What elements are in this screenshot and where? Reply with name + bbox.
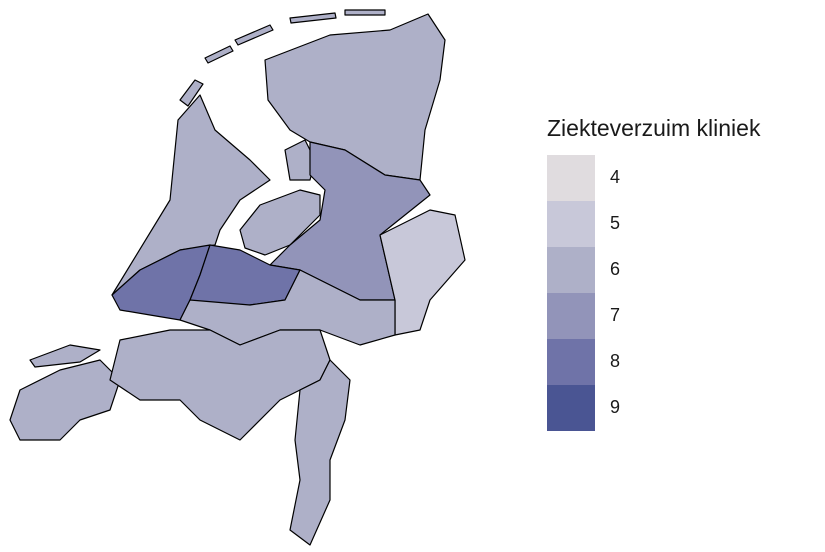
region bbox=[9, 344, 121, 441]
legend-label: 7 bbox=[610, 305, 620, 325]
legend-title: Ziekteverzuim kliniek bbox=[547, 115, 761, 141]
legend-label: 6 bbox=[610, 259, 620, 279]
legend-label: 9 bbox=[610, 397, 620, 417]
region bbox=[111, 94, 271, 296]
legend-swatch bbox=[547, 247, 595, 293]
region bbox=[289, 359, 351, 546]
legend-swatch bbox=[547, 293, 595, 339]
legend-swatch bbox=[547, 155, 595, 201]
legend-swatch bbox=[547, 385, 595, 431]
legend-label: 8 bbox=[610, 351, 620, 371]
legend-label: 5 bbox=[610, 213, 620, 233]
region bbox=[239, 189, 321, 256]
legend-swatch bbox=[547, 201, 595, 247]
region bbox=[179, 9, 446, 181]
legend-label: 4 bbox=[610, 167, 620, 187]
legend-swatch bbox=[547, 339, 595, 385]
